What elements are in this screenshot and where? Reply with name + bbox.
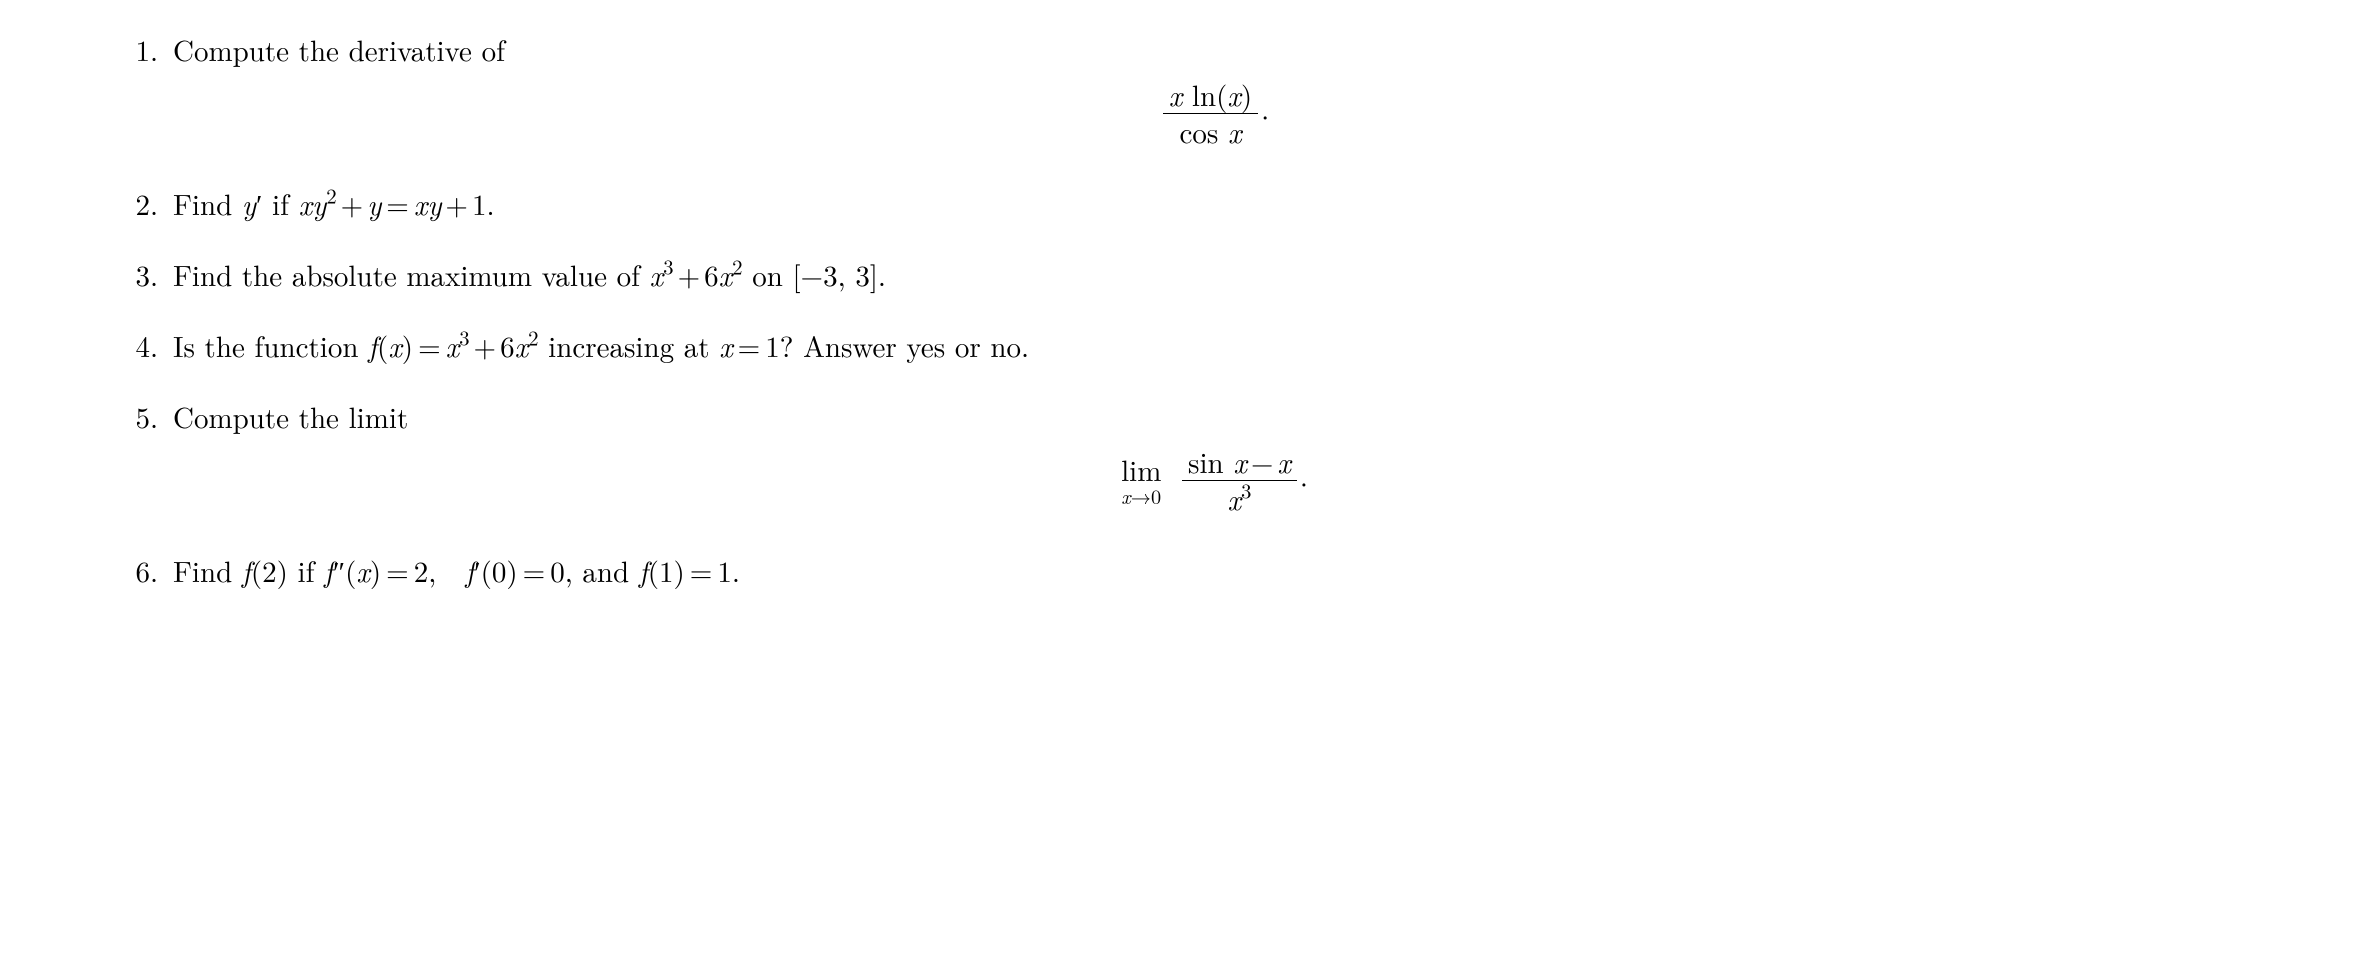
p3-interval: [−3, 3]. [793,254,886,295]
p2-t1: Find [173,183,242,224]
p6-f2: f(2) [242,550,288,591]
p6-cond2: f′(0)=0, [436,550,572,591]
p2-equation: xy2+y=xy+1. [299,183,495,224]
problem-6-number: 6. [110,551,173,590]
problem-5: 5. Compute the limit lim x→0 sin x−x x3 … [110,397,2256,519]
problem-2-body: Find y′ if xy2+y=xy+1. [173,184,2256,223]
p6-cond3: f(1)=1. [639,550,740,591]
problem-1: 1. Compute the derivative of x ln(x) cos… [110,30,2256,152]
problem-4-number: 4. [110,326,173,365]
p6-t1: Find [173,550,242,591]
p4-t1: Is the function [173,325,368,366]
p6-t3: and [573,550,639,591]
problem-5-text: Compute the limit [173,396,408,437]
limit-operator: lim x→0 [1121,455,1161,506]
problem-6: 6. Find f(2) if f″(x)=2, f′(0)=0, and f(… [110,551,2256,590]
fraction-denominator: x3 [1182,481,1297,515]
fraction-xlnx-over-cosx: x ln(x) cos x [1163,79,1258,148]
p4-fx: f(x)=x3+6x2 [368,325,538,366]
problem-3-body: Find the absolute maximum value of x3+6x… [173,255,2256,294]
p4-t3: Answer yes or no. [793,325,1029,366]
problem-3-number: 3. [110,255,173,294]
lim-subscript: x→0 [1121,486,1161,506]
fraction-denominator: cos x [1163,114,1258,148]
problem-5-body: Compute the limit lim x→0 sin x−x x3 . [173,397,2256,519]
p3-expr: x3+6x2 [650,254,743,295]
problem-1-display-math: x ln(x) cos x . [173,79,2256,148]
fraction-sinx-minus-x-over-x3: sin x−x x3 [1182,446,1297,515]
problem-1-text: Compute the derivative of [173,29,505,70]
p4-t2: increasing at [539,325,720,366]
problem-2: 2. Find y′ if xy2+y=xy+1. [110,184,2256,223]
fraction-numerator: x ln(x) [1163,79,1258,114]
problem-1-number: 1. [110,30,173,69]
problem-1-body: Compute the derivative of x ln(x) cos x … [173,30,2256,152]
p6-t2: if [288,550,324,591]
fraction-numerator: sin x−x [1182,446,1297,481]
problem-4-body: Is the function f(x)=x3+6x2 increasing a… [173,326,2256,365]
trailing-period: . [1261,88,1269,129]
p4-xeq: x=1? [719,325,793,366]
p3-t1: Find the absolute maximum value of [173,254,650,295]
p2-t2: if [262,183,298,224]
p6-cond1: f″(x)=2, [324,550,436,591]
problem-4: 4. Is the function f(x)=x3+6x2 increasin… [110,326,2256,365]
problem-5-number: 5. [110,397,173,436]
problem-2-number: 2. [110,184,173,223]
problem-6-body: Find f(2) if f″(x)=2, f′(0)=0, and f(1)=… [173,551,2256,590]
p2-yprime: y′ [242,183,262,224]
problem-3: 3. Find the absolute maximum value of x3… [110,255,2256,294]
p3-t2: on [743,254,793,295]
trailing-period: . [1300,455,1308,496]
lim-label: lim [1121,455,1161,484]
problem-5-display-math: lim x→0 sin x−x x3 . [173,446,2256,515]
document-page: 1. Compute the derivative of x ln(x) cos… [0,0,2366,954]
